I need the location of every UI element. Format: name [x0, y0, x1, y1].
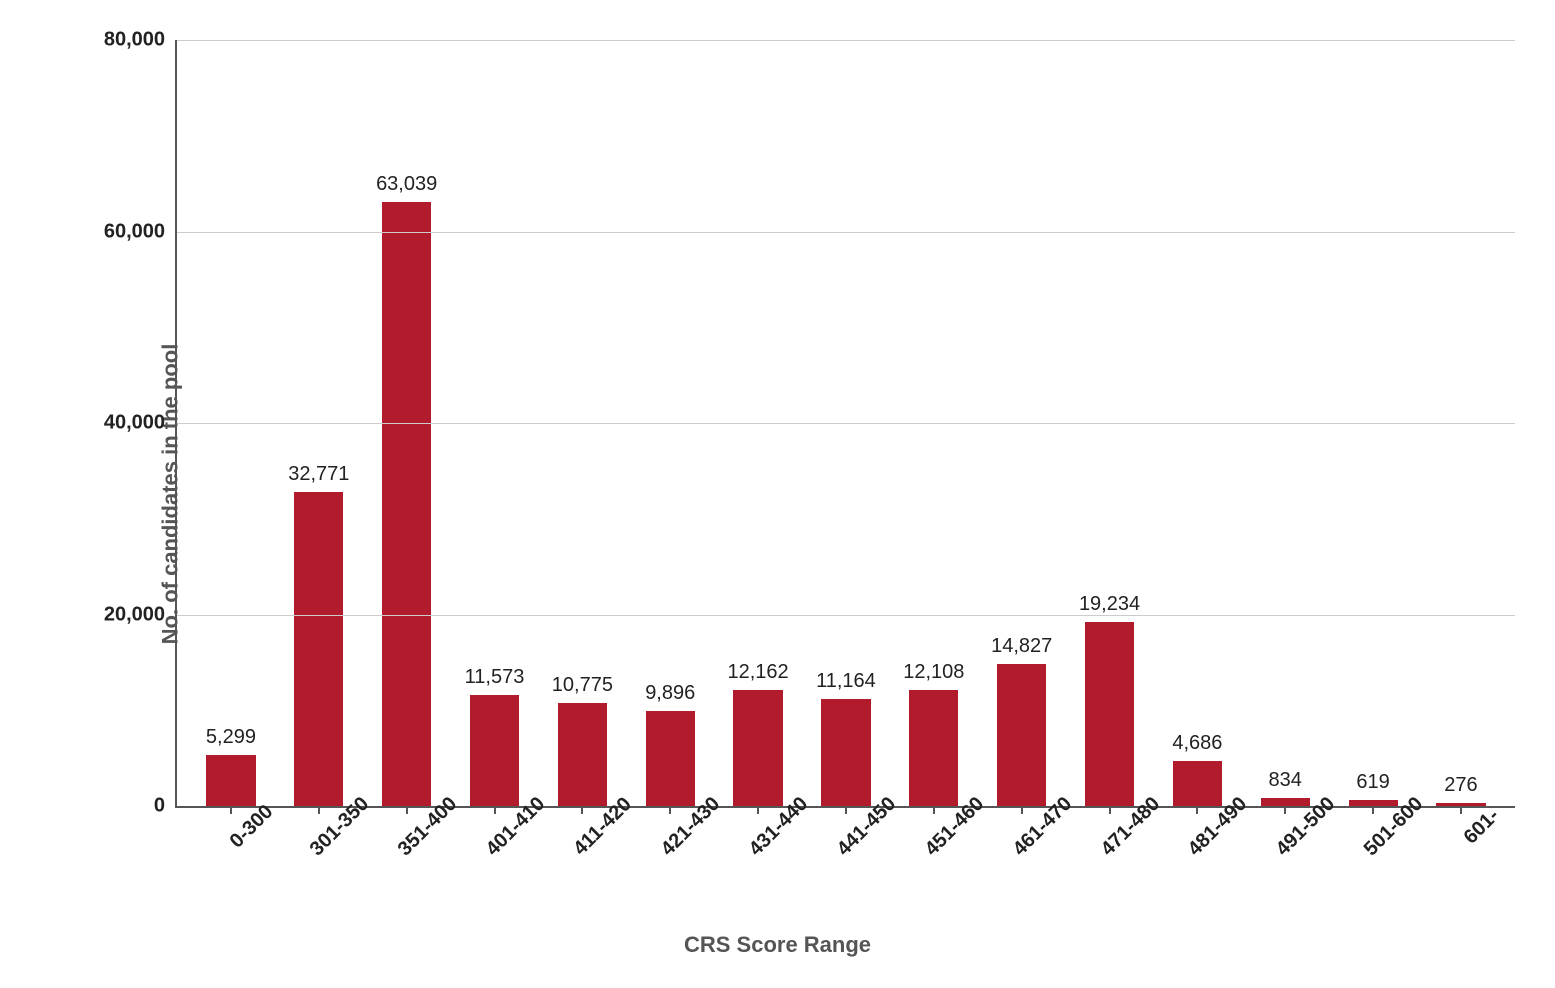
y-tick-label: 80,000	[104, 29, 165, 52]
bar-value-label: 9,896	[645, 682, 695, 705]
bar	[382, 202, 431, 806]
grid-line	[177, 423, 1515, 424]
bar-value-label: 11,573	[465, 666, 525, 689]
plot-area: 5,2990-30032,771301-35063,039351-40011,5…	[175, 40, 1515, 808]
chart-container: No. of candidates in the pool 5,2990-300…	[0, 0, 1555, 988]
bar-value-label: 19,234	[1079, 593, 1140, 616]
bar-value-label: 12,108	[903, 661, 964, 684]
x-axis-label: CRS Score Range	[684, 932, 871, 958]
bar-value-label: 5,299	[206, 726, 256, 749]
x-tick-label: 491-500	[1259, 780, 1340, 861]
y-tick-label: 20,000	[104, 603, 165, 626]
bar	[1085, 622, 1134, 806]
bar-value-label: 619	[1356, 771, 1389, 794]
x-tick-label: 601-	[1447, 792, 1504, 849]
bar-value-label: 32,771	[288, 463, 349, 486]
bar	[997, 664, 1046, 806]
bar	[294, 492, 343, 806]
bar-value-label: 14,827	[991, 635, 1052, 658]
bar-value-label: 834	[1269, 769, 1302, 792]
bar-value-label: 11,164	[816, 670, 876, 693]
grid-line	[177, 232, 1515, 233]
bar-value-label: 12,162	[728, 661, 789, 684]
y-tick-label: 60,000	[104, 220, 165, 243]
bar-value-label: 4,686	[1172, 732, 1222, 755]
grid-line	[177, 40, 1515, 41]
bar-value-label: 10,775	[552, 674, 613, 697]
y-tick-label: 40,000	[104, 412, 165, 435]
grid-line	[177, 615, 1515, 616]
bar-value-label: 63,039	[376, 173, 437, 196]
y-tick-label: 0	[154, 795, 165, 818]
